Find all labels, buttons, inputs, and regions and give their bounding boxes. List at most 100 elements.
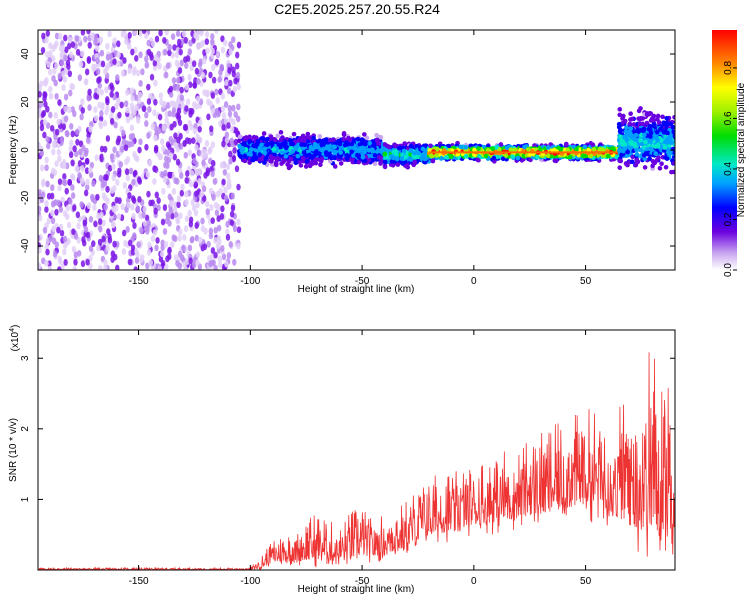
spectrogram-cell <box>338 150 343 155</box>
spectrogram-cell <box>93 39 97 46</box>
spectrogram-cell <box>65 213 69 220</box>
spectrogram-cell <box>154 147 158 154</box>
spectrogram-cell <box>144 120 148 127</box>
spectrogram-cell <box>63 35 67 42</box>
spectrogram-cell <box>48 69 52 76</box>
spectrogram-cell <box>314 151 319 156</box>
spectrogram-cell <box>136 117 140 124</box>
spectrogram-cell <box>86 137 90 144</box>
spectrogram-cell <box>175 178 179 185</box>
spectrogram-cell <box>188 245 192 252</box>
spectrogram-cell <box>179 143 183 150</box>
spectrogram-cell <box>643 165 648 170</box>
spectrogram-cell <box>216 243 220 250</box>
spectrogram-cell <box>146 84 150 91</box>
spectrogram-cell <box>214 27 218 34</box>
spectrogram-cell <box>144 112 148 119</box>
spectrogram-cell <box>44 260 48 267</box>
spectrogram-cell <box>56 227 60 234</box>
spectrogram-cell <box>161 188 165 195</box>
spectrogram-cell <box>95 57 99 64</box>
spectrogram-cell <box>206 167 210 174</box>
spectrogram-cell <box>226 234 230 241</box>
spectrogram-cell <box>162 37 166 44</box>
spectrogram-cell <box>76 49 80 56</box>
spectrogram-cell <box>41 47 45 54</box>
spectrogram-cell <box>363 142 368 147</box>
spectrogram-cell <box>54 40 58 47</box>
spectrogram-cell <box>67 179 71 186</box>
spectrogram-cell <box>255 139 260 144</box>
spectrogram-cell <box>44 157 48 164</box>
spectrogram-cell <box>150 54 154 61</box>
spectrogram-cell <box>98 265 102 272</box>
spectrogram-cell <box>464 145 469 150</box>
spectrogram-cell <box>592 147 597 152</box>
spectrogram-cell <box>99 156 103 163</box>
spectrogram-cell <box>185 84 189 91</box>
spectrogram-cell <box>63 55 67 62</box>
spectrogram-cell <box>96 88 100 95</box>
spectrogram-cell <box>228 49 232 56</box>
spectrogram-cell <box>130 125 134 132</box>
spectrogram-cell <box>213 252 217 259</box>
spectrogram-cell <box>63 106 67 113</box>
spectrogram-cell <box>98 226 102 233</box>
spectrogram-cell <box>105 43 109 50</box>
spectrogram-cell <box>350 142 355 147</box>
spectrogram-cell <box>413 160 418 165</box>
spectrogram-cell <box>509 147 514 152</box>
spectrogram-cell <box>76 223 80 230</box>
spectrogram-cell <box>64 115 68 122</box>
spectrogram-cell <box>71 41 75 48</box>
spectrogram-cell <box>130 87 134 94</box>
spectrogram-cell <box>145 62 149 69</box>
spectrogram-cell <box>178 228 182 235</box>
spectrogram-cell <box>192 101 196 108</box>
spectrogram-cell <box>223 39 227 46</box>
spectrogram-cell <box>220 245 224 252</box>
spectrogram-cell <box>98 120 102 127</box>
spectrogram-cell <box>84 226 88 233</box>
spectrogram-cell <box>197 28 201 35</box>
spectrogram-cell <box>209 188 213 195</box>
spectrogram-cell <box>225 221 229 228</box>
spectrogram-cell <box>188 48 192 55</box>
spectrogram-cell <box>51 217 55 224</box>
spectrogram-cell <box>490 146 495 151</box>
spectrogram-cell <box>65 188 69 195</box>
spectrogram-cell <box>431 159 436 164</box>
spectrogram-cell <box>142 27 146 34</box>
spectrogram-cell <box>75 129 79 136</box>
spectrogram-region <box>36 27 241 273</box>
spectrogram-cell <box>72 145 76 152</box>
spectrogram-cell <box>333 164 338 169</box>
spectrogram-cell <box>226 173 230 180</box>
spectrogram-cell <box>41 178 45 185</box>
spectrogram-cell <box>79 61 83 68</box>
spectrogram-cell <box>215 59 219 66</box>
spectrogram-cell <box>171 111 175 118</box>
spectrogram-cell <box>122 57 126 64</box>
spectrogram-cell <box>484 154 489 159</box>
spectrogram-cell <box>348 137 353 142</box>
spectrogram-cell <box>217 225 221 232</box>
spectrogram-cell <box>269 135 274 140</box>
spectrogram-cell <box>168 44 172 51</box>
spectrogram-cell <box>235 165 239 172</box>
spectrogram-cell <box>57 99 61 106</box>
spectrogram-cell <box>383 165 388 170</box>
spectrogram-cell <box>54 93 58 100</box>
spectrogram-cell <box>202 58 206 65</box>
spectrogram-cell <box>263 151 268 156</box>
spectrogram-cell <box>262 131 267 136</box>
spectrogram-cell <box>66 205 70 212</box>
spectrogram-cell <box>184 62 188 69</box>
spectrogram-cell <box>146 171 150 178</box>
spectrogram-cell <box>220 205 224 212</box>
spectrogram-cell <box>186 55 190 62</box>
spectrogram-cell <box>189 124 193 131</box>
spectrogram-cell <box>137 147 141 154</box>
spectrogram-cell <box>192 60 196 67</box>
spectrogram-cell <box>341 137 346 142</box>
